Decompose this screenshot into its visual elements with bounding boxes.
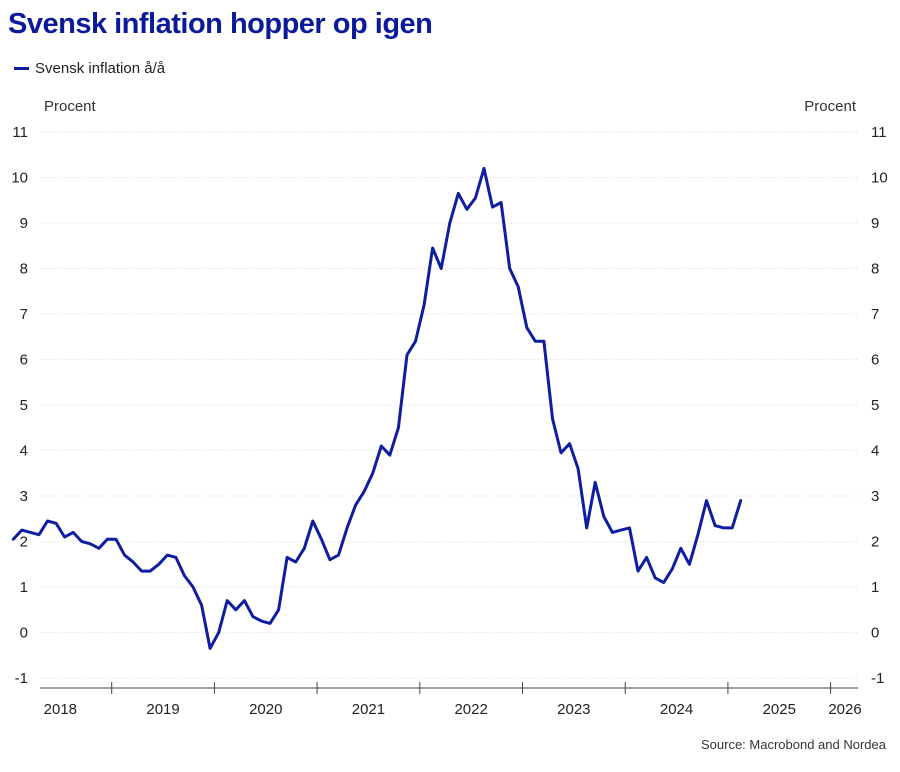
y-tick-label-left: 8	[20, 261, 28, 278]
y-axis-unit-left: Procent	[44, 98, 96, 115]
y-tick-label-left: 0	[20, 625, 28, 642]
x-axis: 2018 2019 2020 2021 2022 2023 2024 2025 2026	[40, 682, 862, 718]
x-tick-label: 2024	[660, 701, 693, 718]
legend-swatch	[14, 67, 29, 70]
legend: Svensk inflation å/å	[14, 60, 165, 77]
y-tick-label-left: 7	[20, 306, 28, 323]
y-tick-label-left: 5	[20, 397, 28, 414]
legend-label: Svensk inflation å/å	[35, 60, 166, 77]
chart-title: Svensk inflation hopper op igen	[8, 8, 433, 40]
x-tick-label: 2025	[763, 701, 796, 718]
y-tick-label-right: 8	[871, 261, 879, 278]
series-lines	[11, 166, 743, 650]
x-tick-label: 2019	[146, 701, 179, 718]
y-tick-label-right: 11	[871, 124, 887, 141]
y-tick-label-left: 11	[12, 124, 28, 141]
y-tick-label-right: 0	[871, 625, 879, 642]
y-tick-label-right: -1	[871, 670, 884, 687]
y-tick-label-right: 4	[871, 443, 879, 460]
y-tick-label-right: 3	[871, 488, 879, 505]
series-line	[11, 166, 743, 650]
y-tick-label-left: 2	[20, 534, 28, 551]
y-tick-label-right: 10	[871, 170, 888, 187]
y-tick-label-right: 9	[871, 215, 879, 232]
x-tick-label: 2022	[454, 701, 487, 718]
x-tick-label: 2021	[352, 701, 385, 718]
y-tick-label-left: -1	[15, 670, 28, 687]
y-tick-label-left: 4	[20, 443, 28, 460]
y-axis-unit-right: Procent	[804, 98, 856, 115]
x-tick-label: 2020	[249, 701, 282, 718]
y-tick-label-right: 6	[871, 352, 879, 369]
y-tick-label-right: 5	[871, 397, 879, 414]
y-tick-label-left: 1	[20, 579, 28, 596]
x-tick-label: 2023	[557, 701, 590, 718]
source-note: Source: Macrobond and Nordea	[700, 737, 886, 752]
y-tick-label-right: 1	[871, 579, 879, 596]
x-tick-label: 2026	[828, 701, 861, 718]
y-tick-label-right: 7	[871, 306, 879, 323]
y-axis-right: -1 0 1 2 3 4 5 6 7 8 9 10 11	[871, 124, 888, 687]
y-tick-label-left: 10	[11, 170, 28, 187]
y-axis-left: -1 0 1 2 3 4 5 6 7 8 9 10 11	[11, 124, 28, 687]
y-tick-label-right: 2	[871, 534, 879, 551]
y-tick-label-left: 6	[20, 352, 28, 369]
x-tick-label: 2018	[44, 701, 77, 718]
gridlines	[40, 131, 858, 679]
y-tick-label-left: 3	[20, 488, 28, 505]
y-tick-label-left: 9	[20, 215, 28, 232]
